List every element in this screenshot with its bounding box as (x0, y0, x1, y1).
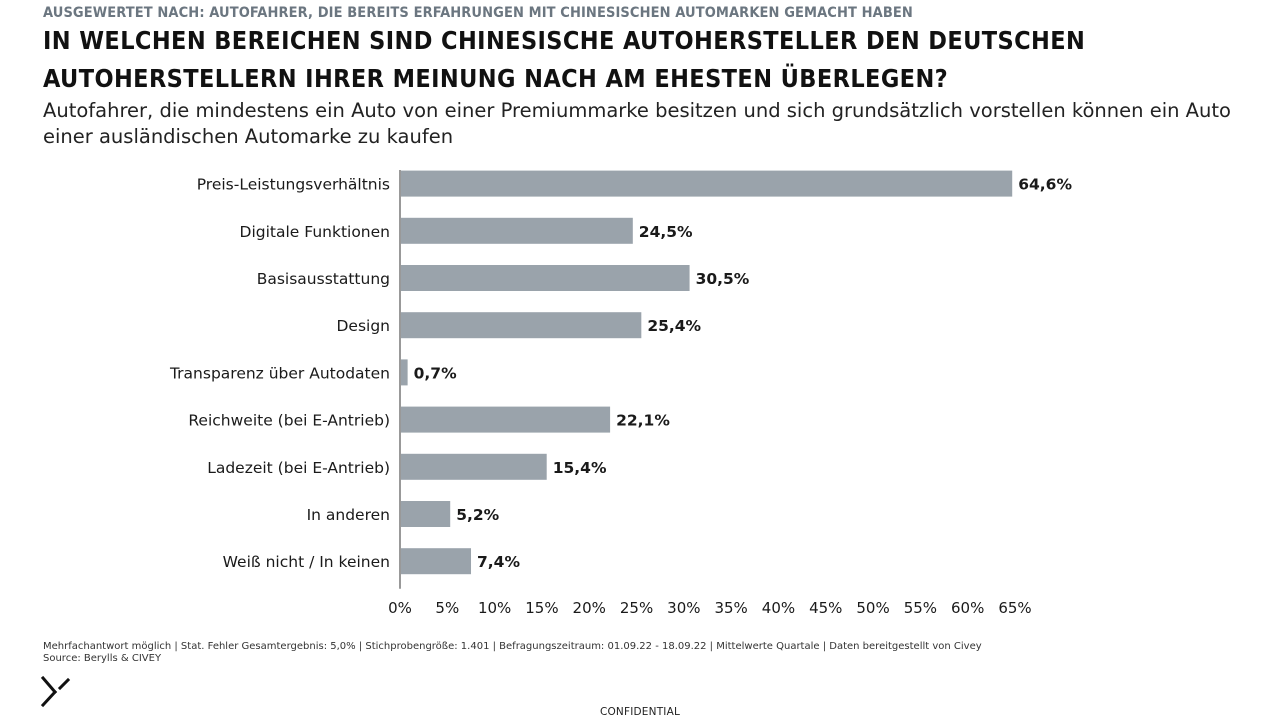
data-label: 15,4% (553, 459, 607, 477)
data-label: 30,5% (696, 270, 750, 288)
x-tick-label: 30% (667, 599, 700, 617)
footnote: Mehrfachantwort möglich | Stat. Fehler G… (43, 641, 982, 665)
x-tick-label: 35% (714, 599, 747, 617)
x-tick-label: 40% (762, 599, 795, 617)
bar-chart: Preis-Leistungsverhältnis 64,6% Digitale F… (169, 170, 1072, 617)
bar (401, 170, 1013, 197)
category-label: Reichweite (bei E-Antrieb) (188, 412, 390, 430)
x-tick-label: 10% (478, 599, 511, 617)
x-tick-label: 0% (388, 599, 412, 617)
category-label: Preis-Leistungsverhältnis (197, 176, 390, 194)
footnote-note: Mehrfachantwort möglich | Stat. Fehler G… (43, 641, 982, 652)
data-label: 25,4% (647, 317, 701, 335)
category-label: In anderen (307, 506, 390, 524)
x-tick-label: 50% (856, 599, 889, 617)
x-tick-label: 55% (904, 599, 937, 617)
x-tick-label: 45% (809, 599, 842, 617)
data-label: 5,2% (456, 506, 499, 524)
data-label: 22,1% (616, 412, 670, 430)
category-label: Design (336, 317, 390, 335)
x-tick-label: 15% (525, 599, 558, 617)
bar (401, 548, 472, 575)
chart-title: IN WELCHEN BEREICHEN SIND CHINESISCHE AU… (43, 26, 1086, 93)
x-tick-label: 60% (951, 599, 984, 617)
berylls-logo-icon (40, 676, 71, 708)
confidential-label: CONFIDENTIAL (599, 706, 681, 718)
x-tick-label: 5% (435, 599, 459, 617)
category-label: Basisausstattung (257, 270, 390, 288)
bar (401, 453, 547, 480)
category-label: Ladezeit (bei E-Antrieb) (207, 459, 390, 477)
bar (401, 265, 690, 291)
footnote-source: Source: Berylls & CIVEY (43, 653, 162, 664)
bar (401, 312, 642, 339)
data-label: 7,4% (477, 553, 520, 571)
x-tick-label: 25% (620, 599, 653, 617)
data-label: 24,5% (639, 223, 693, 241)
bar (401, 406, 611, 433)
category-label: Transparenz über Autodaten (169, 364, 390, 382)
bar (401, 501, 451, 527)
x-tick-label: 65% (998, 599, 1031, 617)
category-label: Weiß nicht / In keinen (223, 553, 390, 571)
data-label: 64,6% (1018, 176, 1072, 194)
category-label: Digitale Funktionen (240, 223, 390, 241)
data-label: 0,7% (414, 364, 457, 382)
overline-text: AUSGEWERTET NACH: AUTOFAHRER, DIE BEREIT… (43, 5, 913, 21)
bar (401, 217, 633, 244)
chart-subtitle: Autofahrer, die mindestens ein Auto von … (43, 99, 1231, 148)
bar (401, 359, 408, 386)
x-tick-label: 20% (573, 599, 606, 617)
